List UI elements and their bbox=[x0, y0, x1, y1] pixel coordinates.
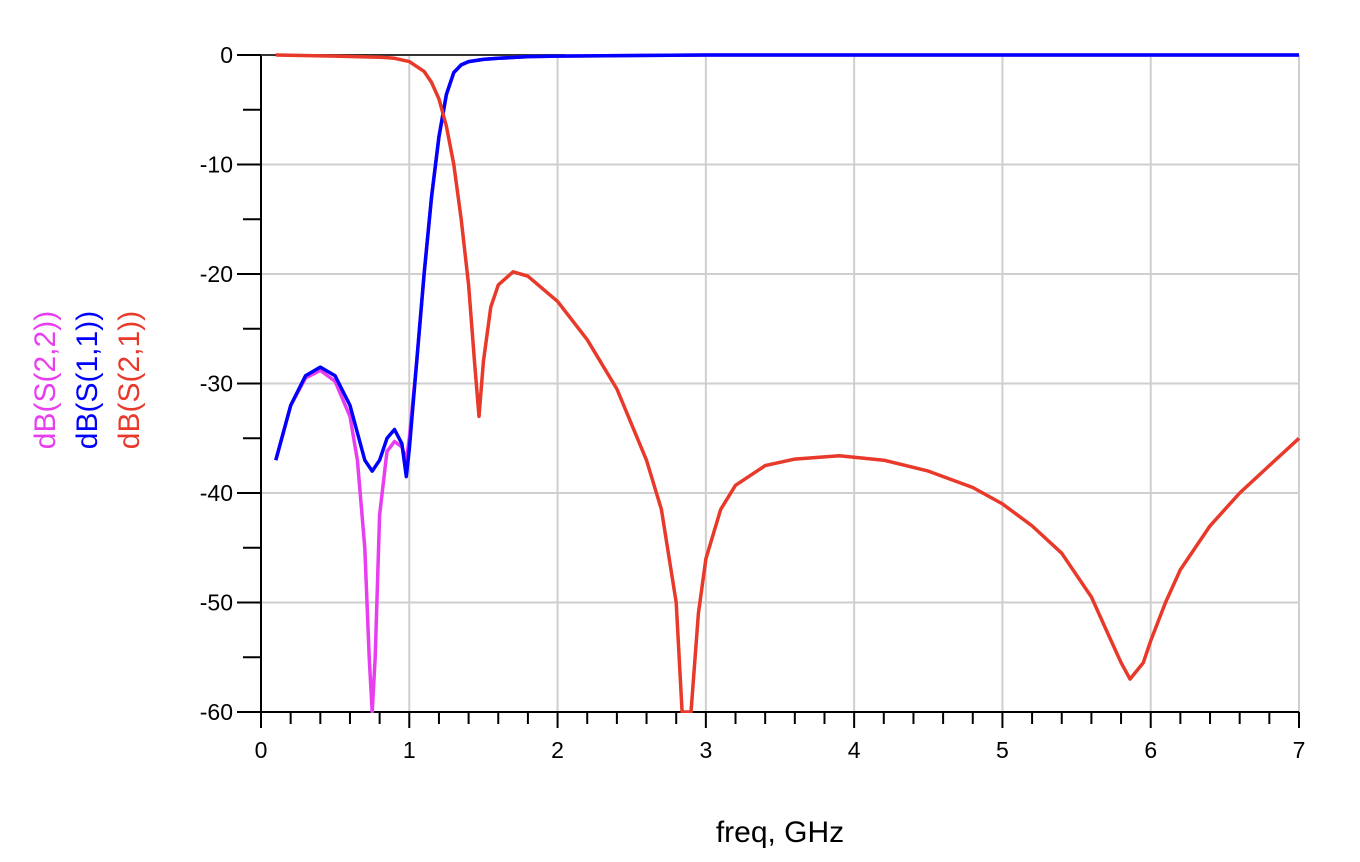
y-tick-label: -40 bbox=[200, 480, 233, 506]
x-tick-label: 5 bbox=[996, 737, 1009, 763]
x-tick-label: 3 bbox=[699, 737, 712, 763]
x-tick-label: 6 bbox=[1144, 737, 1157, 763]
grid bbox=[261, 54, 1300, 712]
y-tick-label: -20 bbox=[200, 261, 233, 287]
y-tick-labels: 0 -10 -20 -30 -40 -50 -60 bbox=[200, 42, 233, 725]
x-tick-label: 7 bbox=[1293, 737, 1306, 763]
x-tick-label: 4 bbox=[848, 737, 861, 763]
x-tick-label: 0 bbox=[255, 737, 268, 763]
x-tick-label: 2 bbox=[551, 737, 564, 763]
y-tick-label: -50 bbox=[200, 590, 233, 616]
series-group bbox=[274, 53, 1301, 713]
y-axis-label-series: dB(S(1,1)) bbox=[71, 311, 104, 449]
x-tick-label: 1 bbox=[403, 737, 416, 763]
x-tick-labels: 0 1 2 3 4 5 6 7 bbox=[255, 737, 1306, 763]
series-line-db-s-1-1- bbox=[274, 53, 1299, 479]
axes bbox=[237, 54, 1300, 728]
x-axis-label: freq, GHz bbox=[716, 816, 844, 849]
y-tick-label: 0 bbox=[220, 42, 233, 68]
y-axis-label-series: dB(S(2,1)) bbox=[113, 311, 146, 449]
y-tick-label: -60 bbox=[200, 699, 233, 725]
y-axis-label-series: dB(S(2,2)) bbox=[29, 311, 62, 449]
y-axis-labels: dB(S(2,2)) dB(S(1,1)) dB(S(2,1)) bbox=[29, 311, 146, 449]
y-tick-label: -30 bbox=[200, 371, 233, 397]
series-line-db-s-2-1- bbox=[275, 53, 1301, 713]
y-tick-label: -10 bbox=[200, 152, 233, 178]
